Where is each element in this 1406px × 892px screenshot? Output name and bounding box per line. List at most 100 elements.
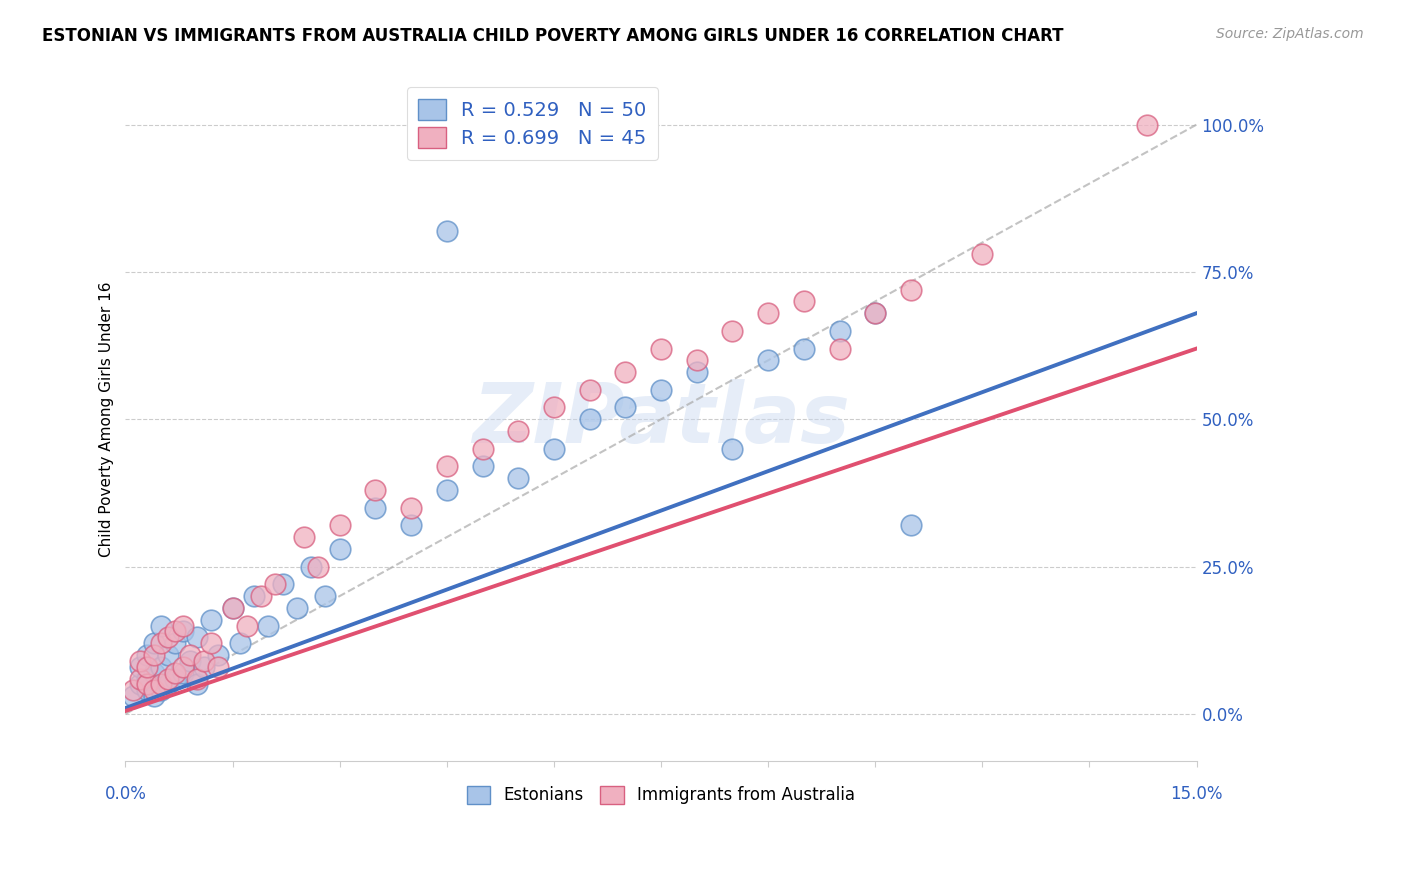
Point: [135, 648, 157, 662]
Point: [143, 648, 166, 662]
Text: 15.0%: 15.0%: [1170, 785, 1223, 803]
Point: [150, 618, 173, 632]
Legend: Estonians, Immigrants from Australia: Estonians, Immigrants from Australia: [457, 776, 865, 814]
Point: [271, 577, 294, 591]
Point: [793, 294, 815, 309]
Point: [172, 660, 194, 674]
Point: [436, 483, 458, 497]
Point: [135, 677, 157, 691]
Point: [650, 342, 672, 356]
Point: [614, 401, 637, 415]
Point: [193, 660, 215, 674]
Point: [165, 624, 187, 639]
Point: [157, 677, 180, 691]
Point: [650, 383, 672, 397]
Point: [128, 672, 150, 686]
Point: [578, 383, 600, 397]
Point: [543, 401, 565, 415]
Point: [508, 424, 530, 438]
Text: Source: ZipAtlas.com: Source: ZipAtlas.com: [1216, 27, 1364, 41]
Point: [221, 600, 243, 615]
Point: [364, 483, 387, 497]
Point: [793, 342, 815, 356]
Point: [399, 500, 422, 515]
Point: [236, 618, 259, 632]
Point: [186, 630, 208, 644]
Point: [157, 630, 180, 644]
Point: [207, 648, 229, 662]
Point: [150, 660, 173, 674]
Point: [143, 636, 166, 650]
Point: [207, 660, 229, 674]
Point: [364, 500, 387, 515]
Point: [128, 660, 150, 674]
Point: [143, 690, 166, 704]
Point: [143, 683, 166, 698]
Point: [229, 636, 252, 650]
Point: [543, 442, 565, 456]
Point: [614, 365, 637, 379]
Point: [471, 442, 494, 456]
Point: [193, 654, 215, 668]
Point: [221, 600, 243, 615]
Point: [179, 654, 201, 668]
Point: [508, 471, 530, 485]
Point: [121, 690, 143, 704]
Point: [329, 541, 352, 556]
Point: [399, 518, 422, 533]
Point: [1136, 118, 1159, 132]
Point: [135, 672, 157, 686]
Point: [172, 618, 194, 632]
Point: [686, 365, 709, 379]
Point: [865, 306, 887, 320]
Point: [165, 636, 187, 650]
Point: [292, 530, 315, 544]
Point: [128, 654, 150, 668]
Point: [828, 342, 851, 356]
Point: [157, 672, 180, 686]
Point: [135, 683, 157, 698]
Point: [285, 600, 308, 615]
Point: [150, 683, 173, 698]
Point: [436, 224, 458, 238]
Point: [200, 613, 222, 627]
Point: [179, 648, 201, 662]
Point: [299, 559, 322, 574]
Point: [157, 648, 180, 662]
Point: [135, 660, 157, 674]
Point: [186, 677, 208, 691]
Point: [128, 677, 150, 691]
Point: [436, 459, 458, 474]
Point: [200, 636, 222, 650]
Point: [143, 665, 166, 680]
Point: [686, 353, 709, 368]
Point: [250, 589, 273, 603]
Point: [172, 665, 194, 680]
Point: [243, 589, 266, 603]
Point: [756, 306, 779, 320]
Y-axis label: Child Poverty Among Girls Under 16: Child Poverty Among Girls Under 16: [100, 282, 114, 557]
Point: [900, 518, 922, 533]
Text: 0.0%: 0.0%: [104, 785, 146, 803]
Point: [756, 353, 779, 368]
Point: [121, 683, 143, 698]
Point: [165, 672, 187, 686]
Point: [471, 459, 494, 474]
Point: [150, 677, 173, 691]
Point: [307, 559, 329, 574]
Text: ESTONIAN VS IMMIGRANTS FROM AUSTRALIA CHILD POVERTY AMONG GIRLS UNDER 16 CORRELA: ESTONIAN VS IMMIGRANTS FROM AUSTRALIA CH…: [42, 27, 1064, 45]
Point: [329, 518, 352, 533]
Point: [172, 624, 194, 639]
Point: [257, 618, 280, 632]
Point: [900, 283, 922, 297]
Point: [865, 306, 887, 320]
Point: [264, 577, 287, 591]
Text: ZIPatlas: ZIPatlas: [472, 379, 851, 459]
Point: [314, 589, 336, 603]
Point: [721, 324, 744, 338]
Point: [578, 412, 600, 426]
Point: [186, 672, 208, 686]
Point: [972, 247, 994, 261]
Point: [150, 636, 173, 650]
Point: [721, 442, 744, 456]
